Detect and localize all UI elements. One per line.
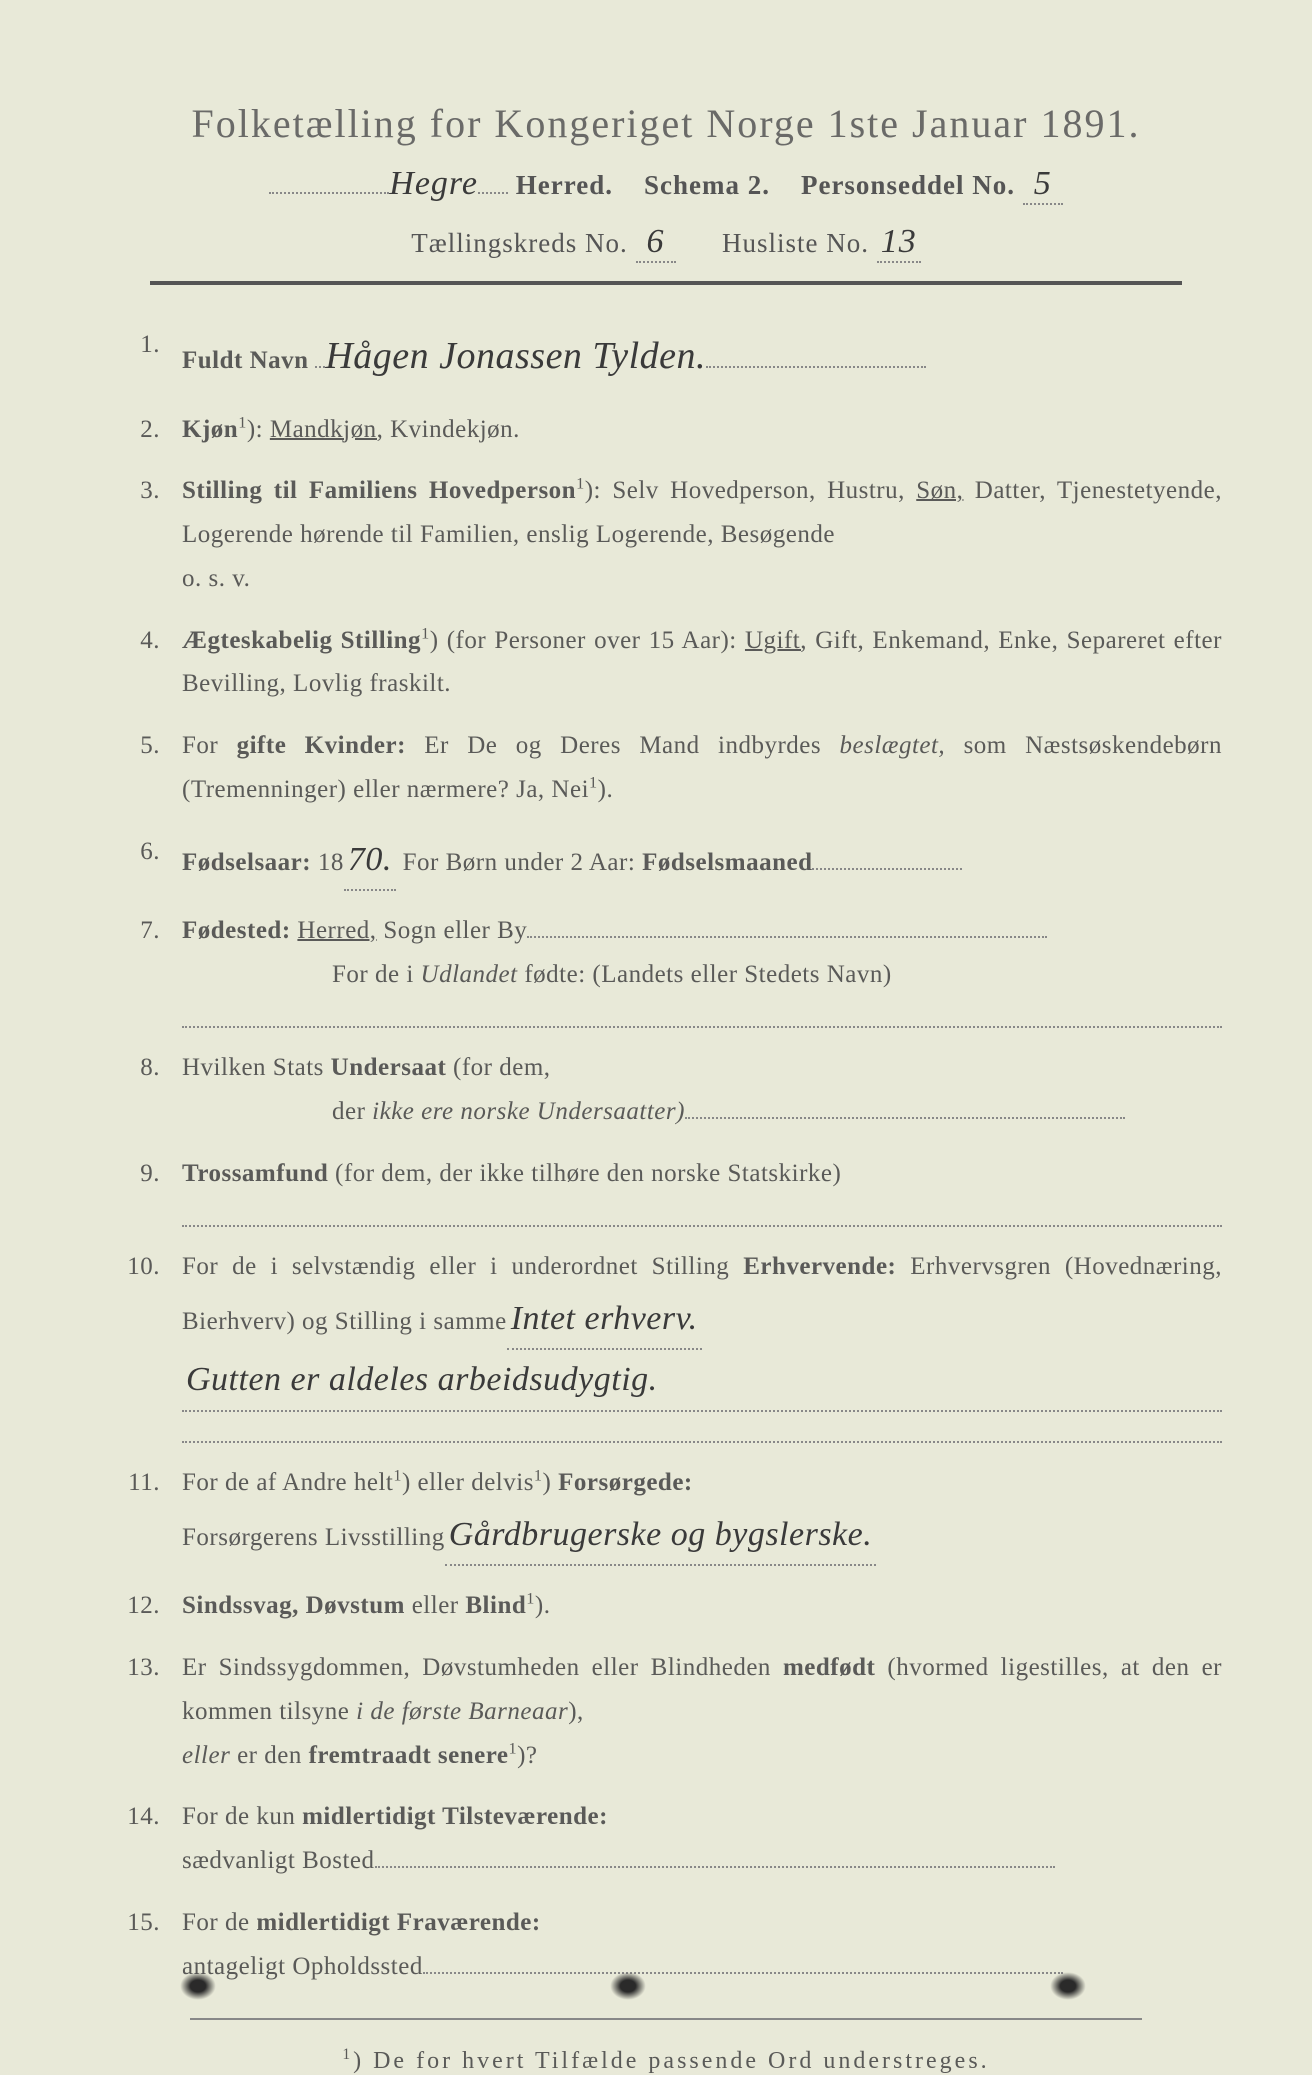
option-mandkjon: Mandkjøn,	[270, 416, 384, 443]
label-bosted: sædvanligt Bosted	[182, 1847, 375, 1874]
item-14: 14. For de kun midlertidigt Tilsteværend…	[120, 1795, 1222, 1883]
item-number: 12.	[120, 1584, 182, 1628]
name-handwritten: Hågen Jonassen Tylden.	[325, 335, 706, 377]
item-number: 3.	[120, 469, 182, 600]
item-number: 13.	[120, 1646, 182, 1777]
item-number: 15.	[120, 1901, 182, 1989]
item-11: 11. For de af Andre helt1) eller delvis1…	[120, 1461, 1222, 1566]
item-8: 8. Hvilken Stats Undersaat (for dem, der…	[120, 1046, 1222, 1134]
item-12: 12. Sindssvag, Døvstum eller Blind1).	[120, 1584, 1222, 1628]
item-number: 6.	[120, 830, 182, 892]
label-trossamfund: Trossamfund	[182, 1160, 328, 1187]
item-number: 14.	[120, 1795, 182, 1883]
personseddel-no: 5	[1034, 165, 1052, 203]
ink-blot	[1050, 1972, 1086, 2000]
item-3: 3. Stilling til Familiens Hovedperson1):…	[120, 469, 1222, 600]
item-number: 8.	[120, 1046, 182, 1134]
option-son: Søn,	[916, 477, 963, 504]
label-aegteskab: Ægteskabelig Stilling	[182, 627, 421, 654]
main-title: Folketælling for Kongeriget Norge 1ste J…	[110, 100, 1222, 147]
ink-blot	[180, 1972, 216, 2000]
item-2: 2. Kjøn1): Mandkjøn, Kvindekjøn.	[120, 408, 1222, 452]
label-stilling: Stilling til Familiens Hovedperson	[182, 477, 576, 504]
kreds-label: Tællingskreds No.	[411, 228, 628, 258]
item-number: 11.	[120, 1461, 182, 1566]
label-fravaerende: midlertidigt Fraværende:	[256, 1909, 540, 1936]
provider-hand: Gårdbrugerske og bygslerske.	[449, 1505, 873, 1565]
footnote: 1) De for hvert Tilfælde passende Ord un…	[110, 2046, 1222, 2075]
header-line-2: Tællingskreds No. 6 Husliste No. 13	[110, 223, 1222, 263]
option-kvindekjon: Kvindekjøn.	[390, 416, 520, 443]
item-number: 4.	[120, 619, 182, 707]
label-gifte-kvinder: gifte Kvinder:	[237, 732, 406, 759]
schema-label: Schema 2.	[644, 170, 770, 200]
option-herred: Herred,	[297, 917, 376, 944]
header-rule	[150, 281, 1182, 285]
item-13: 13. Er Sindssygdommen, Døvstumheden elle…	[120, 1646, 1222, 1777]
label-erhvervende: Erhvervende:	[743, 1253, 896, 1280]
label-forsorgede: Forsørgede:	[558, 1469, 693, 1496]
herred-label: Herred.	[516, 170, 613, 200]
census-form-page: Folketælling for Kongeriget Norge 1ste J…	[110, 100, 1222, 2075]
label-kjon: Kjøn	[182, 416, 238, 443]
item-5: 5. For gifte Kvinder: Er De og Deres Man…	[120, 724, 1222, 812]
item-number: 1.	[120, 323, 182, 390]
item-number: 5.	[120, 724, 182, 812]
label-fuldt-navn: Fuldt Navn	[182, 347, 309, 374]
label-blind: Blind	[465, 1592, 526, 1619]
label-opholdssted: antageligt Opholdssted	[182, 1953, 423, 1980]
footnote-rule	[190, 2018, 1142, 2020]
occupation-hand-1: Intet erhverv.	[511, 1289, 698, 1349]
husliste-no: 13	[881, 223, 917, 261]
item-10: 10. For de i selvstændig eller i underor…	[120, 1245, 1222, 1443]
label-fodselsaar: Fødselsaar:	[182, 849, 311, 876]
item-7: 7. Fødested: Herred, Sogn eller By For d…	[120, 909, 1222, 1028]
occupation-hand-2: Gutten er aldeles arbeidsudygtig.	[186, 1350, 658, 1410]
label-fremtraadt: fremtraadt senere	[309, 1742, 509, 1769]
item-9: 9. Trossamfund (for dem, der ikke tilhør…	[120, 1152, 1222, 1227]
label-forsorgerens: Forsørgerens Livsstilling	[182, 1524, 445, 1551]
option-ugift: Ugift,	[745, 627, 807, 654]
item-4: 4. Ægteskabelig Stilling1) (for Personer…	[120, 619, 1222, 707]
item-number: 2.	[120, 408, 182, 452]
husliste-label: Husliste No.	[722, 228, 869, 258]
item-number: 7.	[120, 909, 182, 1028]
label-undersaat: Undersaat	[331, 1054, 447, 1081]
label-tilstede: midlertidigt Tilsteværende:	[302, 1803, 608, 1830]
kreds-no: 6	[647, 223, 665, 261]
item-number: 9.	[120, 1152, 182, 1227]
item-3-osv: o. s. v.	[182, 565, 250, 592]
label-fodselsmaaned: Fødselsmaaned	[642, 849, 812, 876]
label-medfodt: medfødt	[783, 1654, 875, 1681]
item-1: 1. Fuldt Navn Hågen Jonassen Tylden.	[120, 323, 1222, 390]
label-sindssvag: Sindssvag, Døvstum	[182, 1592, 405, 1619]
form-items: 1. Fuldt Navn Hågen Jonassen Tylden. 2. …	[110, 323, 1222, 1988]
birthyear-handwritten: 70.	[348, 830, 392, 890]
herred-handwritten: Hegre	[389, 165, 478, 203]
ink-blot	[610, 1972, 646, 2000]
label-fodested: Fødested:	[182, 917, 291, 944]
item-6: 6. Fødselsaar: 1870. For Børn under 2 Aa…	[120, 830, 1222, 892]
item-number: 10.	[120, 1245, 182, 1443]
header-line-1: Hegre Herred. Schema 2. Personseddel No.…	[110, 165, 1222, 205]
personseddel-label: Personseddel No.	[801, 170, 1015, 200]
